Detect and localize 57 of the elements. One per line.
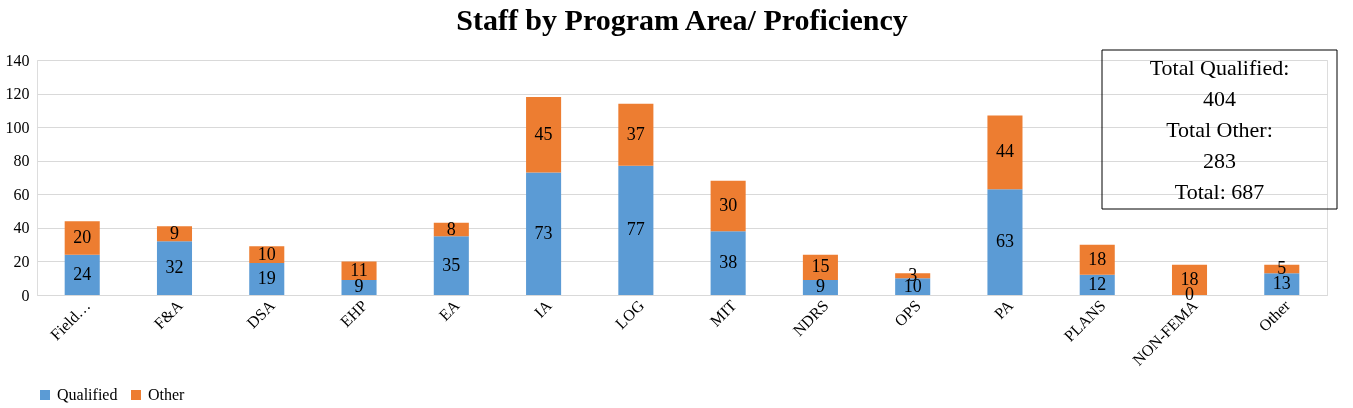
- legend-label: Qualified: [57, 386, 118, 403]
- data-label: 38: [719, 252, 738, 273]
- bar: [618, 103, 654, 166]
- x-tick-label: EA: [435, 296, 463, 324]
- data-label: 35: [442, 254, 461, 275]
- data-label: 30: [719, 195, 738, 216]
- bar: [987, 189, 1023, 295]
- chart-title: Staff by Program Area/ Proficiency: [456, 2, 908, 36]
- x-tick-label: IA: [530, 296, 556, 321]
- y-tick-label: 140: [5, 51, 30, 69]
- data-label: 10: [257, 243, 276, 264]
- data-label: 18: [1088, 248, 1107, 269]
- x-tick-label: F&A: [150, 296, 187, 333]
- annotation: Total: 687: [1174, 179, 1265, 204]
- data-label: 12: [1088, 273, 1107, 294]
- y-tick-label: 120: [5, 85, 30, 103]
- annotation: 404: [1203, 86, 1236, 111]
- x-tick-label: OPS: [891, 296, 924, 330]
- y-tick-label: 80: [13, 152, 30, 170]
- bar: [526, 172, 562, 295]
- x-tick-label: EHP: [336, 296, 371, 331]
- data-label: 15: [811, 256, 830, 277]
- annotation: Total Qualified:: [1149, 55, 1290, 80]
- y-tick-label: 0: [21, 286, 30, 304]
- data-label: 13: [1272, 273, 1291, 294]
- data-label: 32: [165, 257, 184, 278]
- bar: [526, 96, 562, 173]
- data-label: 37: [626, 123, 645, 144]
- data-label: 9: [815, 276, 825, 297]
- y-tick-label: 20: [13, 252, 30, 270]
- data-label: 77: [626, 219, 645, 240]
- bar: [249, 263, 285, 295]
- annotation: 283: [1203, 148, 1236, 173]
- bar: [710, 231, 746, 295]
- y-tick-label: 100: [5, 118, 30, 136]
- bar: [64, 254, 100, 295]
- bar: [618, 165, 654, 295]
- bar: [64, 221, 100, 255]
- data-label: 45: [534, 123, 553, 144]
- x-tick-label: PA: [990, 296, 1017, 323]
- data-label: 24: [73, 263, 92, 284]
- bar: [987, 115, 1023, 190]
- data-label: 73: [534, 222, 553, 243]
- data-label: 20: [73, 226, 92, 247]
- data-label: 19: [257, 268, 276, 289]
- legend-label: Other: [148, 386, 186, 403]
- annotation: Total Other:: [1166, 117, 1273, 142]
- data-label: 63: [995, 231, 1014, 252]
- y-tick-label: 40: [13, 219, 30, 237]
- bar: [433, 236, 469, 295]
- data-label: 44: [995, 141, 1014, 162]
- bar: [156, 241, 193, 295]
- y-tick-label: 60: [13, 185, 30, 203]
- bar: [710, 180, 746, 232]
- data-label: 9: [169, 222, 179, 243]
- data-label: 8: [446, 218, 456, 239]
- x-tick-label: DSA: [243, 296, 279, 332]
